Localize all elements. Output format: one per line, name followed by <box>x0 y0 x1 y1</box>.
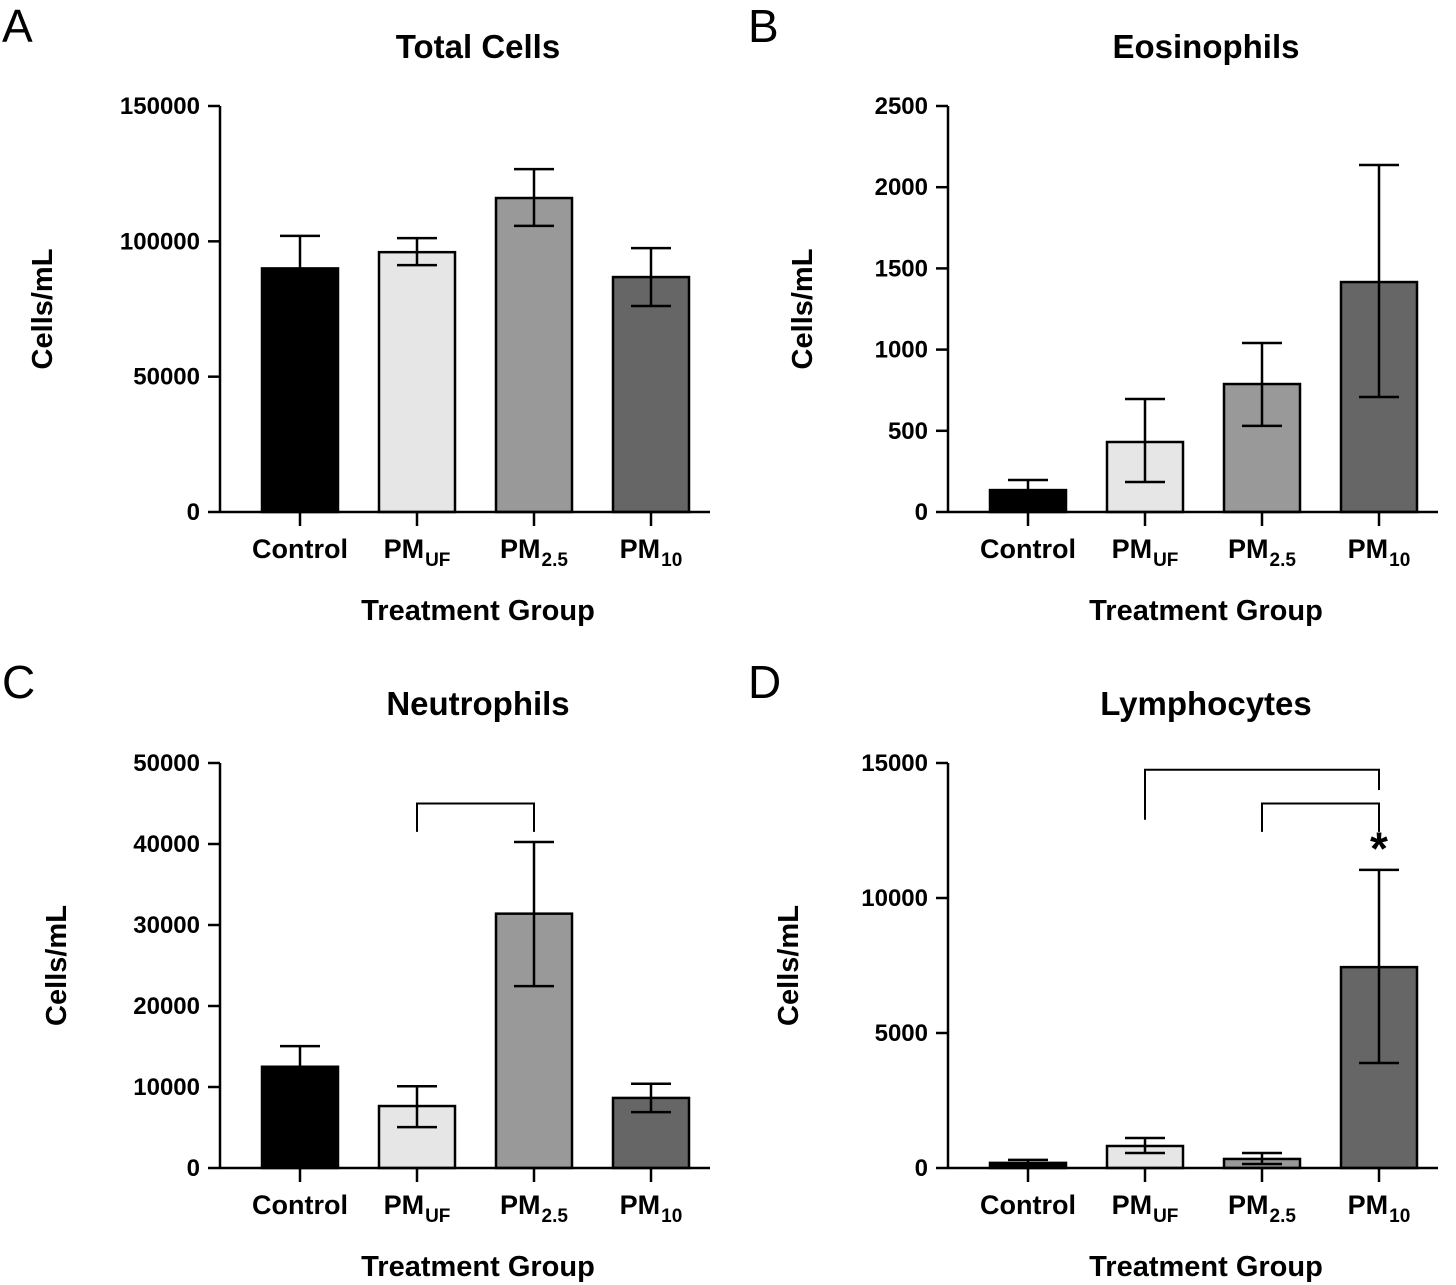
y-tick-label: 500 <box>888 418 928 445</box>
x-tick-main: PM <box>384 534 425 564</box>
x-tick-main: Control <box>980 534 1076 564</box>
y-tick-label: 150000 <box>120 93 200 120</box>
x-tick-label: Control <box>980 1190 1076 1220</box>
y-tick-label: 50000 <box>133 364 200 391</box>
chart-title: Eosinophils <box>1112 28 1299 65</box>
x-tick-main: PM <box>620 534 661 564</box>
x-tick-subscript: UF <box>425 550 450 571</box>
x-axis-label: Treatment Group <box>361 1251 595 1283</box>
y-tick-label: 50000 <box>133 750 200 777</box>
x-tick-label: PM10 <box>620 534 683 571</box>
y-tick-label: 0 <box>915 1155 928 1182</box>
y-tick-label: 2000 <box>875 174 928 201</box>
x-tick-label: PM2.5 <box>1228 1190 1296 1227</box>
x-tick-subscript: 2.5 <box>1270 1206 1297 1227</box>
x-tick-subscript: 2.5 <box>542 550 569 571</box>
significance-star: * <box>1370 823 1388 875</box>
bar-3 <box>611 275 691 514</box>
y-tick-label: 10000 <box>861 885 928 912</box>
chart-title: Total Cells <box>396 28 560 65</box>
y-axis-label: Cells/mL <box>27 249 59 370</box>
x-tick-subscript: UF <box>425 1206 450 1227</box>
x-tick-label: PM10 <box>1348 1190 1411 1227</box>
x-tick-main: Control <box>980 1190 1076 1220</box>
bar-0 <box>260 1065 340 1170</box>
x-tick-label: PMUF <box>384 1190 451 1227</box>
x-tick-label: PM2.5 <box>500 534 568 571</box>
panel-letter: D <box>748 656 781 708</box>
x-tick-main: PM <box>1348 534 1389 564</box>
significance-bracket <box>416 802 535 832</box>
bar-1 <box>377 250 457 514</box>
x-tick-main: PM <box>1348 1190 1389 1220</box>
bar-0 <box>988 488 1068 514</box>
x-tick-label: Control <box>980 534 1076 564</box>
panel-letter: C <box>2 656 35 708</box>
panel-b: B Eosinophils 0 500 1000 1500 2000 2500 Control P… <box>748 0 1438 627</box>
bar-0 <box>260 267 340 514</box>
x-tick-label: Control <box>252 1190 348 1220</box>
x-tick-subscript: 2.5 <box>542 1206 569 1227</box>
x-tick-main: PM <box>500 1190 541 1220</box>
y-axis-label: Cells/mL <box>41 905 73 1026</box>
x-tick-label: PM2.5 <box>500 1190 568 1227</box>
x-tick-main: PM <box>500 534 541 564</box>
x-tick-subscript: 10 <box>661 1206 682 1227</box>
y-tick-label: 20000 <box>133 993 200 1020</box>
x-tick-label: PM10 <box>1348 534 1411 571</box>
x-tick-label: PM10 <box>620 1190 683 1227</box>
x-tick-label: PMUF <box>1112 534 1179 571</box>
x-tick-main: PM <box>620 1190 661 1220</box>
y-tick-label: 5000 <box>875 1020 928 1047</box>
y-tick-label: 2500 <box>875 93 928 120</box>
x-tick-main: PM <box>384 1190 425 1220</box>
y-tick-label: 1000 <box>875 337 928 364</box>
panel-letter: B <box>748 0 779 52</box>
significance-bracket <box>1261 802 1380 832</box>
y-tick-label: 100000 <box>120 228 200 255</box>
y-tick-label: 15000 <box>861 750 928 777</box>
chart-title: Neutrophils <box>386 685 569 722</box>
x-tick-main: PM <box>1112 1190 1153 1220</box>
x-tick-label: PM2.5 <box>1228 534 1296 571</box>
x-tick-main: PM <box>1112 534 1153 564</box>
x-tick-subscript: UF <box>1153 1206 1178 1227</box>
chart-title: Lymphocytes <box>1100 685 1312 722</box>
y-axis-label: Cells/mL <box>773 905 805 1026</box>
y-tick-label: 0 <box>187 1155 200 1182</box>
x-tick-subscript: 10 <box>1389 1206 1410 1227</box>
x-tick-label: PMUF <box>384 534 451 571</box>
x-axis-label: Treatment Group <box>361 595 595 627</box>
y-tick-label: 10000 <box>133 1074 200 1101</box>
x-tick-subscript: UF <box>1153 550 1178 571</box>
x-tick-subscript: 10 <box>661 550 682 571</box>
x-tick-label: Control <box>252 534 348 564</box>
x-axis-label: Treatment Group <box>1089 1251 1323 1283</box>
x-tick-main: Control <box>252 534 348 564</box>
y-tick-label: 1500 <box>875 255 928 282</box>
significance-bracket <box>1144 768 1380 820</box>
y-tick-label: 0 <box>187 499 200 526</box>
x-tick-main: PM <box>1228 1190 1269 1220</box>
x-tick-subscript: 2.5 <box>1270 550 1297 571</box>
y-axis-label: Cells/mL <box>787 249 819 370</box>
y-tick-label: 30000 <box>133 912 200 939</box>
panel-letter: A <box>2 0 33 52</box>
x-tick-main: PM <box>1228 534 1269 564</box>
x-axis-label: Treatment Group <box>1089 595 1323 627</box>
bar-2 <box>494 196 574 514</box>
x-tick-subscript: 10 <box>1389 550 1410 571</box>
x-tick-main: Control <box>252 1190 348 1220</box>
panel-c: C Neutrophils 0 10000 20000 30000 40000 50000 Co… <box>2 656 710 1283</box>
y-tick-label: 40000 <box>133 831 200 858</box>
x-tick-label: PMUF <box>1112 1190 1179 1227</box>
y-tick-label: 0 <box>915 499 928 526</box>
